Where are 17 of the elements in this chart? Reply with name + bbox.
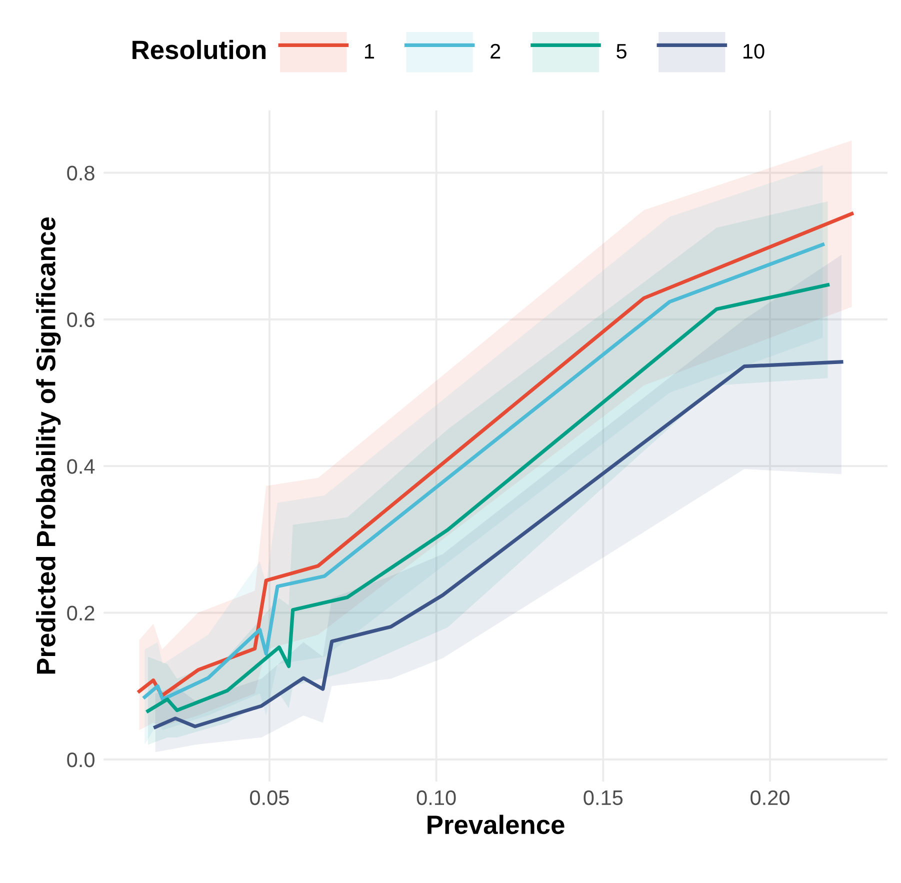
x-tick-label: 0.20 [750, 790, 790, 806]
legend-label: 1 [364, 44, 374, 58]
y-tick-label: 0.2 [67, 606, 94, 621]
x-tick-label: 0.05 [250, 790, 289, 806]
legend-label: 10 [744, 44, 764, 59]
y-tick-label: 0.0 [67, 752, 94, 768]
y-tick-label: 0.6 [67, 312, 94, 328]
legend-label: 5 [616, 44, 626, 59]
legend-label: 2 [490, 44, 500, 58]
x-tick-label: 0.15 [584, 790, 623, 806]
x-axis-title: Prevalence [428, 814, 564, 834]
legend-title: Resolution [132, 40, 266, 60]
y-tick-label: 0.8 [67, 166, 94, 180]
x-tick-label: 0.10 [416, 790, 456, 806]
line-series [154, 360, 844, 729]
y-axis-title: Predicted Probability of Significance [36, 217, 61, 674]
y-tick-label: 0.4 [67, 459, 95, 474]
